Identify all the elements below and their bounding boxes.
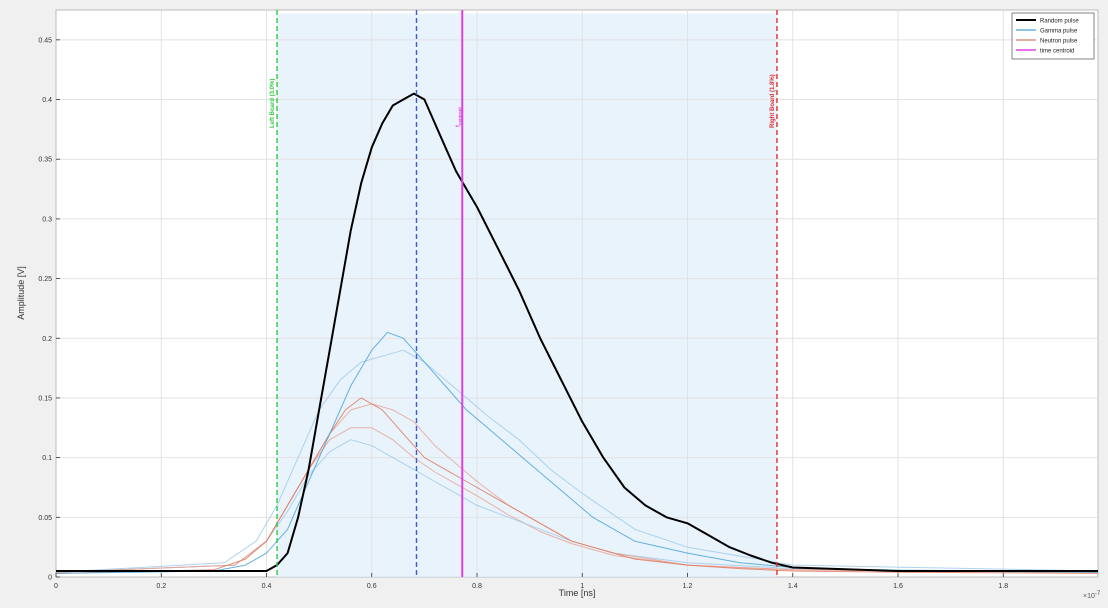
legend-label-gamma: Gamma pulse — [1040, 29, 1078, 35]
series-line-random-pulse — [56, 92, 1098, 572]
x-tick-label: 0 — [54, 583, 58, 590]
x-tick-label: 1.8 — [998, 583, 1008, 590]
vertical-marker-label: tcentroid — [455, 107, 462, 127]
legend-label-neutron: Neutron pulse — [1040, 39, 1078, 45]
y-tick-label: 0.05 — [38, 515, 52, 522]
legend-label-random: Random pulse — [1040, 19, 1079, 25]
y-axis-label: Amplitude [V] — [16, 266, 26, 320]
y-tick-label: 0.15 — [38, 395, 52, 402]
y-tick-label: 0.2 — [42, 336, 52, 343]
x-tick-label: 1.6 — [893, 583, 903, 590]
x-axis-label: Time [ns] — [559, 588, 596, 598]
x-axis-exponent: ×10-7 — [1083, 591, 1101, 600]
y-tick-label: 0 — [48, 575, 52, 582]
vertical-marker-label: Left Board (3.0%) — [270, 79, 276, 128]
series-line-neutron-pulse — [55, 397, 1099, 574]
x-tick-label: 0.4 — [262, 583, 272, 590]
x-tick-label: 1 — [580, 583, 584, 590]
series-line-gamma-pulse — [55, 331, 1099, 574]
y-tick-label: 0.3 — [42, 216, 52, 223]
y-tick-label: 0.25 — [38, 276, 52, 283]
vertical-marker-label: Right Board (1.8%) — [770, 74, 776, 128]
x-tick-label: 0.8 — [472, 583, 482, 590]
legend-label-centroid: time centroid — [1040, 49, 1074, 55]
x-tick-label: 1.2 — [683, 583, 693, 590]
y-tick-label: 0.45 — [38, 37, 52, 44]
y-tick-label: 0.4 — [42, 97, 52, 104]
x-tick-label: 1.4 — [788, 583, 798, 590]
shaded-region — [277, 13, 777, 577]
vertical-marker-label-subscript: centroid — [457, 107, 462, 125]
legend: Random pulse Gamma pulse Neutron pulse t… — [1011, 12, 1095, 60]
x-tick-label: 0.6 — [367, 583, 377, 590]
y-tick-label: 0.35 — [38, 157, 52, 164]
y-tick-label: 0.1 — [42, 455, 52, 462]
x-tick-label: 0.2 — [156, 583, 166, 590]
